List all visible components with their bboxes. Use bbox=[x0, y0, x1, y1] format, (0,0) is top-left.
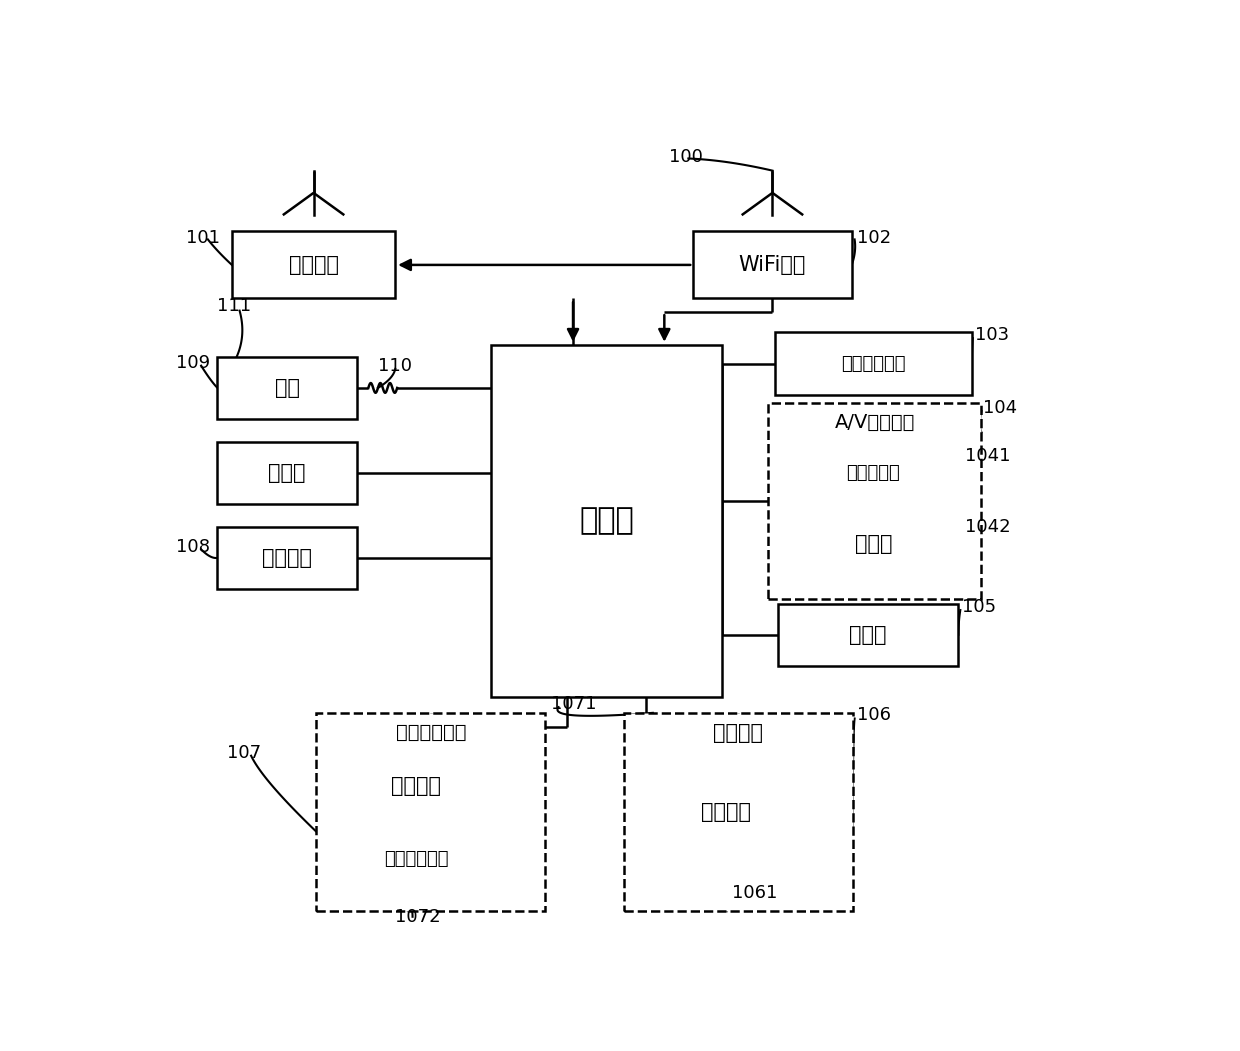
Text: 显示单元: 显示单元 bbox=[713, 723, 764, 743]
Text: 1072: 1072 bbox=[396, 908, 441, 926]
Text: 射频单元: 射频单元 bbox=[289, 255, 339, 275]
Bar bbox=[336, 756, 497, 817]
Text: 100: 100 bbox=[670, 148, 703, 166]
Bar bbox=[491, 345, 722, 697]
Text: 用户输入单元: 用户输入单元 bbox=[396, 723, 466, 742]
Bar bbox=[789, 441, 957, 504]
Text: 103: 103 bbox=[975, 326, 1009, 344]
Bar bbox=[775, 332, 972, 395]
Text: 1041: 1041 bbox=[965, 448, 1011, 466]
Bar bbox=[217, 356, 357, 419]
Text: 101: 101 bbox=[186, 229, 219, 247]
Text: 111: 111 bbox=[217, 296, 252, 315]
Bar bbox=[768, 403, 982, 599]
Text: 触控面板: 触控面板 bbox=[392, 776, 441, 796]
Text: 1061: 1061 bbox=[732, 884, 777, 903]
Text: 麦克风: 麦克风 bbox=[854, 534, 892, 554]
Text: 107: 107 bbox=[227, 744, 262, 762]
Text: 106: 106 bbox=[857, 706, 890, 724]
Bar bbox=[645, 782, 806, 842]
Text: A/V输入单元: A/V输入单元 bbox=[835, 413, 915, 432]
Bar bbox=[336, 828, 497, 889]
Bar bbox=[217, 441, 357, 504]
Text: 图形处理器: 图形处理器 bbox=[847, 463, 900, 482]
Text: 电源: 电源 bbox=[274, 378, 300, 398]
Text: 104: 104 bbox=[983, 398, 1018, 417]
Text: 1071: 1071 bbox=[551, 695, 596, 713]
Text: 1042: 1042 bbox=[965, 518, 1011, 536]
Bar bbox=[217, 527, 357, 589]
Bar bbox=[789, 513, 957, 575]
Bar bbox=[624, 713, 853, 911]
Text: 105: 105 bbox=[962, 598, 997, 616]
Bar bbox=[693, 231, 852, 298]
Text: 108: 108 bbox=[176, 538, 210, 556]
Text: 110: 110 bbox=[378, 356, 412, 374]
Text: WiFi模块: WiFi模块 bbox=[739, 255, 806, 275]
Text: 其他输入设备: 其他输入设备 bbox=[384, 850, 449, 868]
Text: 处理器: 处理器 bbox=[579, 507, 634, 535]
Text: 音频输出单元: 音频输出单元 bbox=[841, 354, 905, 373]
Text: 109: 109 bbox=[176, 354, 211, 372]
Bar bbox=[316, 713, 546, 911]
Bar bbox=[232, 231, 396, 298]
Text: 102: 102 bbox=[857, 229, 890, 247]
Text: 接口单元: 接口单元 bbox=[262, 548, 312, 568]
Text: 存储器: 存储器 bbox=[268, 462, 306, 482]
Text: 显示面板: 显示面板 bbox=[701, 802, 751, 822]
Bar bbox=[777, 603, 959, 666]
Text: 传感器: 传感器 bbox=[849, 624, 887, 644]
